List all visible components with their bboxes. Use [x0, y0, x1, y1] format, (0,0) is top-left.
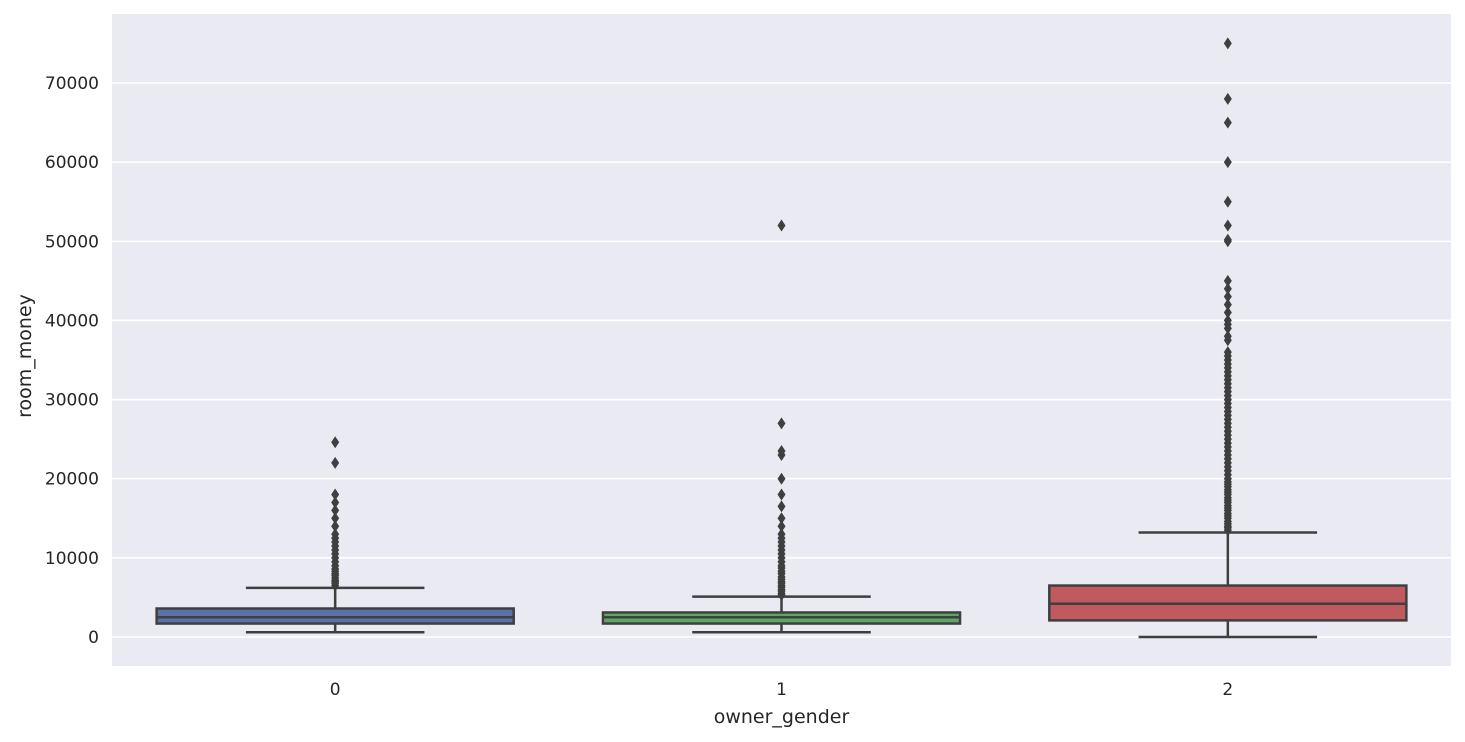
- outlier-point: [331, 512, 340, 525]
- outlier-point: [777, 488, 786, 501]
- outlier-point: [777, 219, 786, 232]
- outlier-point: [777, 500, 786, 513]
- outlier-point: [331, 496, 340, 509]
- outlier-point: [1223, 274, 1232, 287]
- y-tick-label: 50000: [45, 232, 99, 252]
- outlier-point: [1223, 195, 1232, 208]
- outlier-point: [1223, 233, 1232, 246]
- outlier-point: [1223, 92, 1232, 105]
- box-group: [601, 219, 962, 634]
- y-tick-label: 20000: [45, 470, 99, 490]
- y-axis-label: room_money: [14, 294, 36, 418]
- outlier-point: [777, 445, 786, 458]
- outlier-point: [1223, 156, 1232, 169]
- outlier-point: [1223, 290, 1232, 303]
- x-tick-label: 2: [1222, 680, 1233, 700]
- outlier-point: [331, 520, 340, 533]
- y-tick-label: 10000: [45, 549, 99, 569]
- y-tick-label: 30000: [45, 391, 99, 411]
- outlier-point: [331, 528, 340, 541]
- x-axis-label: owner_gender: [714, 706, 850, 728]
- outlier-point: [1223, 219, 1232, 232]
- outlier-point: [1223, 116, 1232, 129]
- outlier-point: [1223, 298, 1232, 311]
- outlier-point: [331, 456, 340, 469]
- outlier-point: [1223, 282, 1232, 295]
- boxes: [155, 37, 1408, 639]
- y-tick-label: 0: [88, 628, 99, 648]
- box-group: [1048, 37, 1408, 639]
- box-group: [155, 436, 515, 634]
- y-tick-label: 60000: [45, 153, 99, 173]
- outlier-point: [1223, 37, 1232, 50]
- y-tick-labels: 0 10000 20000 30000 40000 50000 60000 70000: [45, 74, 99, 648]
- outlier-point: [331, 436, 340, 449]
- outlier-point: [1223, 306, 1232, 319]
- y-tick-label: 70000: [45, 74, 99, 94]
- outlier-point: [777, 512, 786, 525]
- outlier-point: [1223, 330, 1232, 343]
- outlier-point: [777, 528, 786, 541]
- x-tick-labels: 0 1 2: [330, 680, 1233, 700]
- outlier-point: [331, 504, 340, 517]
- outlier-point: [777, 417, 786, 430]
- x-tick-label: 0: [330, 680, 341, 700]
- x-tick-label: 1: [776, 680, 787, 700]
- outlier-point: [331, 488, 340, 501]
- outlier-point: [1223, 346, 1232, 359]
- y-tick-label: 40000: [45, 311, 99, 331]
- outlier-point: [777, 472, 786, 485]
- outlier-point: [1223, 314, 1232, 327]
- outlier-point: [777, 520, 786, 533]
